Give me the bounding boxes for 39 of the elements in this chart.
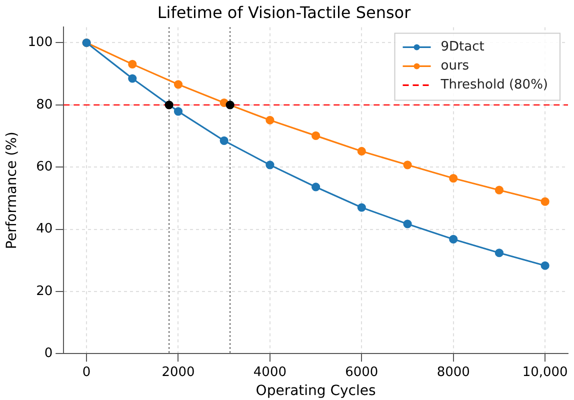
point [220, 136, 228, 145]
chart-title: Lifetime of Vision-Tactile Sensor [157, 2, 412, 22]
point [174, 80, 183, 89]
y-tick-label: 100 [28, 35, 53, 50]
point [164, 100, 174, 110]
y-tick-label: 80 [36, 97, 53, 112]
point [540, 197, 550, 206]
point [266, 160, 274, 170]
y-tick-label: 60 [36, 159, 53, 174]
point [494, 248, 504, 258]
x-tick-label: 4000 [253, 364, 286, 380]
point [312, 131, 320, 140]
point [128, 74, 137, 83]
x-tick-label: 0 [82, 364, 91, 380]
point [403, 160, 412, 170]
y-tick-label: 0 [44, 346, 53, 361]
point [449, 234, 458, 244]
point [128, 60, 137, 68]
legend-label: ours [440, 58, 470, 74]
point [266, 116, 274, 124]
point [540, 261, 550, 270]
y-tick-label: 20 [36, 284, 53, 299]
legend-label: 9Dtact [440, 40, 484, 55]
point [357, 203, 366, 212]
x-tick-label: 8000 [436, 364, 470, 380]
x-tick-label: 2000 [162, 364, 195, 380]
legend-label: Threshold (80%) [440, 78, 548, 93]
point [357, 146, 366, 156]
point [226, 100, 234, 110]
x-tick-label: 6000 [345, 364, 378, 380]
y-axis-title: Performance (%) [4, 132, 20, 250]
point [494, 186, 504, 194]
x-axis-title: Operating Cycles [256, 383, 376, 400]
point [449, 174, 458, 183]
point [403, 220, 412, 228]
point [174, 107, 183, 116]
point [312, 182, 320, 192]
y-tick-label: 40 [36, 222, 53, 237]
x-tick-label: 10,000 [522, 364, 568, 380]
